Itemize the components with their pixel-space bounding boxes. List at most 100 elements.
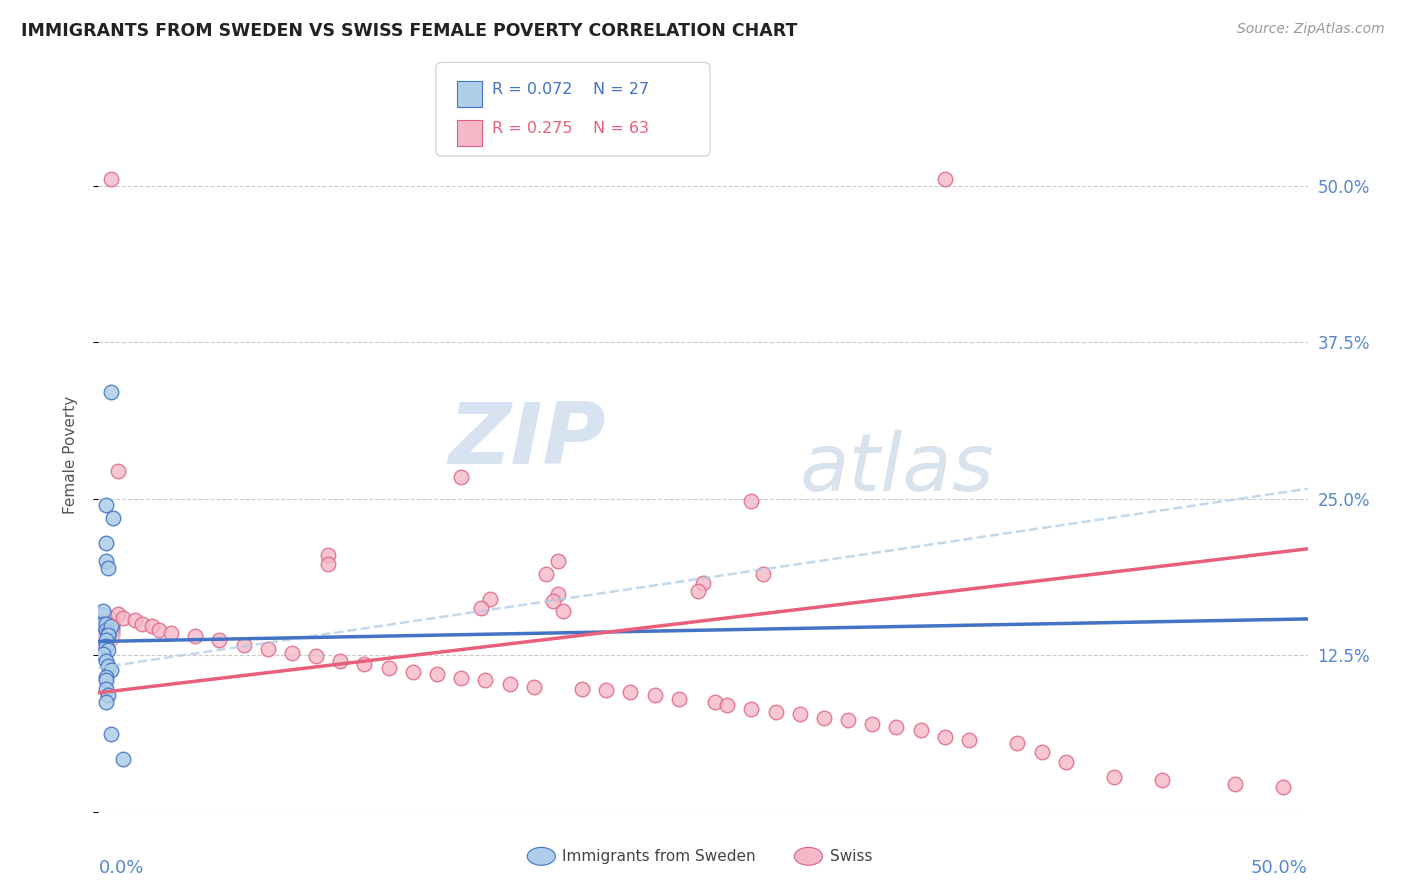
Point: [256, 642, 278, 657]
Text: 0.0%: 0.0%: [98, 859, 143, 878]
Point: [124, 613, 146, 627]
Point: [97, 628, 120, 642]
Point: [688, 584, 710, 599]
Point: [94, 669, 117, 683]
Text: atlas: atlas: [800, 430, 994, 508]
Point: [934, 172, 956, 186]
Point: [97, 659, 120, 673]
Point: [704, 694, 727, 708]
Point: [131, 616, 153, 631]
Point: [479, 591, 502, 606]
Text: R = 0.275    N = 63: R = 0.275 N = 63: [492, 121, 650, 136]
Point: [551, 604, 574, 618]
Text: Swiss: Swiss: [830, 849, 872, 863]
Point: [160, 625, 183, 640]
Point: [644, 688, 666, 702]
Point: [305, 649, 328, 664]
Point: [100, 727, 122, 741]
Point: [94, 681, 117, 696]
Point: [141, 619, 163, 633]
Point: [692, 575, 714, 590]
Point: [94, 498, 117, 512]
Point: [91, 647, 114, 661]
Point: [740, 494, 762, 508]
Point: [450, 470, 472, 484]
Point: [111, 610, 134, 624]
Point: [107, 607, 129, 621]
Point: [1007, 736, 1029, 750]
Point: [208, 633, 231, 648]
Point: [97, 625, 120, 640]
Point: [90, 625, 112, 640]
Point: [886, 720, 908, 734]
Point: [377, 661, 399, 675]
Point: [90, 619, 112, 633]
Point: [716, 698, 738, 713]
Point: [860, 717, 883, 731]
Point: [94, 633, 117, 648]
Point: [281, 646, 304, 660]
Point: [316, 557, 339, 571]
Point: [547, 554, 569, 568]
Point: [426, 667, 449, 681]
Text: Immigrants from Sweden: Immigrants from Sweden: [562, 849, 756, 863]
Point: [1223, 777, 1246, 791]
Point: [184, 630, 207, 644]
Point: [97, 643, 120, 657]
Point: [668, 692, 690, 706]
Point: [789, 707, 811, 722]
Point: [94, 623, 117, 637]
Text: R = 0.072    N = 27: R = 0.072 N = 27: [492, 82, 650, 97]
Point: [94, 694, 117, 708]
Point: [91, 604, 114, 618]
Point: [571, 681, 593, 696]
Point: [523, 680, 546, 694]
Point: [470, 600, 492, 615]
Point: [353, 657, 375, 671]
Point: [1272, 780, 1295, 794]
Point: [740, 702, 762, 716]
Point: [1031, 745, 1053, 759]
Point: [107, 464, 129, 478]
Point: [97, 688, 120, 702]
Text: 50.0%: 50.0%: [1251, 859, 1308, 878]
Text: Source: ZipAtlas.com: Source: ZipAtlas.com: [1237, 22, 1385, 37]
Text: ZIP: ZIP: [449, 399, 606, 483]
Point: [474, 673, 496, 688]
Point: [752, 566, 775, 581]
Point: [94, 535, 117, 549]
Point: [316, 548, 339, 562]
Point: [402, 665, 425, 679]
Point: [94, 616, 117, 631]
Point: [934, 730, 956, 744]
Point: [534, 566, 557, 581]
Point: [100, 385, 122, 400]
Point: [94, 554, 117, 568]
Point: [837, 714, 859, 728]
Y-axis label: Female Poverty: Female Poverty: [63, 396, 77, 514]
Point: [97, 560, 120, 574]
Point: [232, 638, 254, 652]
Point: [498, 677, 520, 691]
Point: [1054, 755, 1077, 769]
Point: [329, 655, 352, 669]
Point: [957, 733, 980, 747]
Point: [101, 510, 124, 524]
Point: [100, 172, 122, 186]
Point: [94, 640, 117, 654]
Point: [1152, 773, 1174, 788]
Point: [547, 587, 569, 601]
Point: [94, 673, 117, 688]
Point: [813, 711, 835, 725]
Point: [765, 705, 787, 719]
Point: [111, 752, 134, 766]
Point: [91, 616, 114, 631]
Point: [94, 655, 117, 669]
Point: [100, 663, 122, 677]
Point: [148, 623, 170, 637]
Text: IMMIGRANTS FROM SWEDEN VS SWISS FEMALE POVERTY CORRELATION CHART: IMMIGRANTS FROM SWEDEN VS SWISS FEMALE P…: [21, 22, 797, 40]
Point: [1102, 770, 1125, 784]
Point: [619, 684, 641, 698]
Point: [595, 683, 617, 698]
Point: [541, 594, 564, 608]
